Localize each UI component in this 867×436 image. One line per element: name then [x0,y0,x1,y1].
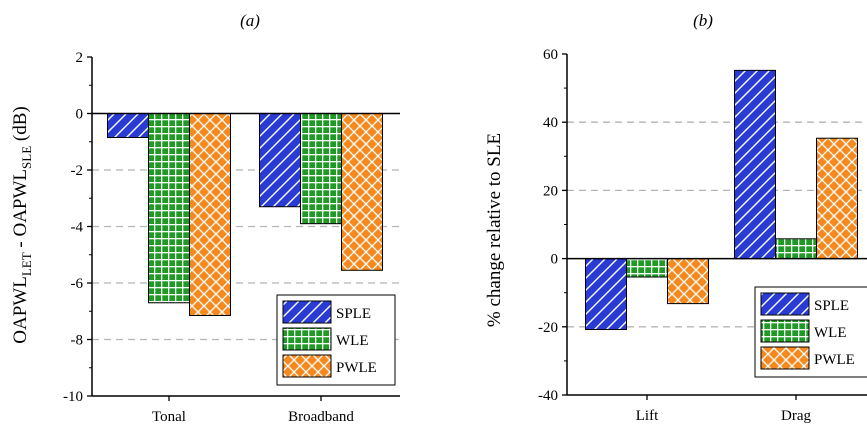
category-label: Tonal [152,409,186,425]
legend-label-wle: WLE [814,325,846,341]
panel-a-title: (a) [240,11,260,30]
legend-label-sple: SPLE [814,298,849,314]
legend-swatch-sple [760,292,810,316]
panel-a-legend: SPLE WLE PWLE [276,294,396,386]
bar-pwle-lift [667,258,709,305]
legend-swatch-sple [282,300,332,324]
legend-label-pwle: PWLE [336,360,377,376]
bar-sple-drag [734,69,776,260]
bar-wle-drag [775,238,817,260]
y-tick-label: -6 [71,276,84,292]
bar-wle-tonal [148,113,190,304]
panel-a: (a) 2 0 -2 -4 -6 -8 -10 Tonal Broadband OAPWLLE… [10,11,400,425]
panel-a-tick-labels: 2 0 -2 -4 -6 -8 -10 [63,50,83,405]
y-tick-label: -10 [63,389,83,405]
bar-sple-lift [585,258,627,331]
y-tick-label: -8 [71,333,84,349]
panel-a-bars [107,113,383,316]
bar-pwle-broadband [341,113,383,271]
legend-label-wle: WLE [336,333,368,349]
panel-b-axes [562,53,867,400]
bar-pwle-tonal [189,113,231,316]
bar-sple-tonal [107,113,149,139]
y-tick-label: -4 [71,220,84,236]
bar-wle-lift [626,258,668,278]
panel-b-legend: SPLE WLE PWLE [754,286,867,378]
category-label: Broadband [288,409,354,425]
y-tick-label: -20 [538,320,558,336]
legend-swatch-pwle [282,354,332,378]
panel-a-category-labels: Tonal Broadband [152,409,354,425]
bar-pwle-drag [816,137,858,260]
y-tick-label: 40 [543,115,558,131]
legend-swatch-wle [760,319,810,343]
y-tick-label: -40 [538,388,558,404]
bar-sple-broadband [259,113,301,208]
y-tick-label: 0 [551,252,559,268]
category-label: Drag [781,408,811,424]
legend-label-sple: SPLE [336,306,371,322]
panel-b-title: (b) [693,11,713,30]
panel-b: (b) 60 40 20 0 -20 -40 Lift Drag % change rela… [484,11,867,424]
category-label: Lift [636,408,659,424]
legend-swatch-wle [282,327,332,351]
y-tick-label: -2 [71,163,84,179]
y-tick-label: 20 [543,183,558,199]
y-tick-label: 2 [76,50,84,66]
legend-swatch-pwle [760,346,810,370]
panel-b-tick-labels: 60 40 20 0 -20 -40 [538,47,558,404]
bar-wle-broadband [300,113,342,225]
y-tick-label: 0 [76,107,84,123]
panel-b-bars [585,69,858,331]
legend-label-pwle: PWLE [814,352,855,368]
panel-b-y-axis-title: % change relative to SLE [484,133,505,327]
panel-a-axes [87,56,400,401]
panel-b-category-labels: Lift Drag [636,408,812,424]
panel-a-y-axis-title: OAPWLLET - OAPWLSLE (dB) [10,106,34,343]
y-tick-label: 60 [543,47,558,63]
